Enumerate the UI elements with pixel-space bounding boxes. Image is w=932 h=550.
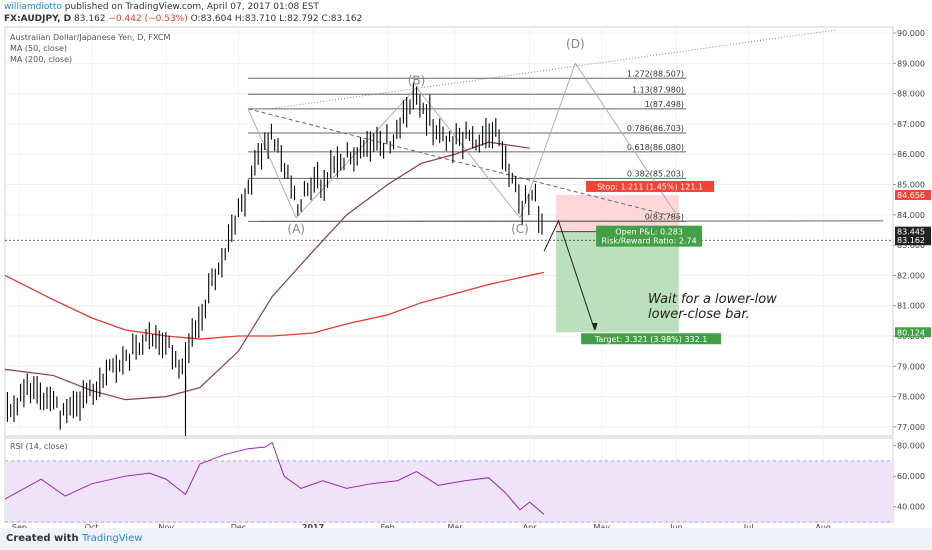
annotation-line: Wait for a lower-low (648, 292, 777, 307)
price-tick-label: 86.000 (897, 150, 925, 159)
x-tick-label: Aug (815, 523, 831, 528)
publish-line: williamdiotto published on TradingView.c… (4, 2, 319, 12)
price-tick-label: 85.000 (897, 181, 925, 190)
price-chart[interactable]: 90.000 89.000 88.000 87.000 86.000 85.000 84.0… (0, 0, 932, 528)
price-pane (4, 26, 894, 437)
price-tick-label: 87.000 (897, 120, 925, 129)
upper-trendline (269, 29, 836, 110)
pnl-label-box (596, 225, 703, 247)
fib-level-label: 1.13(87.980) (632, 85, 684, 94)
fib-level-label: 0.382(85.203) (627, 169, 684, 178)
symbol-label: FX:AUDJPY, D (4, 14, 72, 24)
target-label: Target: 3.321 (3.98%) 332.1 (594, 335, 708, 344)
rsi-band (5, 460, 893, 522)
profit-target-zone (556, 231, 679, 333)
tradingview-logo[interactable]: TradingView (82, 533, 143, 544)
ma50-legend[interactable]: MA (50, close) (10, 44, 68, 53)
price-tick-label: 88.000 (897, 90, 925, 99)
stop-label-box (586, 180, 715, 192)
chart-header: williamdiotto published on TradingView.c… (0, 0, 932, 26)
publish-text: published on TradingView.com, April 07, … (61, 2, 319, 12)
created-with-text: Created with (6, 533, 79, 544)
fib-level-label: 1(87.498) (645, 100, 684, 109)
target-label-box (581, 333, 722, 345)
price-tag-box (895, 189, 931, 200)
price-tag: 84.656 (897, 191, 925, 200)
price-tag-box (895, 226, 931, 237)
x-tick-label: Apr (523, 523, 538, 528)
stop-label: Stop: 1.211 (1.45%) 121.1 (597, 182, 703, 191)
fib-level-label: 0.786(86.703) (627, 124, 684, 133)
x-tick-label: Sep (12, 523, 27, 528)
rr-label: Risk/Reward Ratio: 2.74 (601, 237, 696, 246)
x-tick-label: Oct (85, 523, 99, 528)
rsi-legend[interactable]: RSI (14, close) (10, 442, 68, 451)
ma200-legend[interactable]: MA (200, close) (10, 55, 73, 64)
price-tick-label: 90.000 (897, 29, 925, 38)
fib-level-label: 1.272(88.507) (627, 69, 684, 78)
instrument-title: Australian Dollar/Japanese Yen, D, FXCM (10, 33, 171, 42)
projection-arrowhead (591, 322, 598, 330)
annotation-text: Wait for a lower-low lower-close bar. (648, 292, 777, 322)
price-tag-box (895, 235, 931, 246)
price-tick-label: 83.000 (897, 241, 925, 250)
fib-level-label: 0.618(86.080) (627, 143, 684, 152)
abcd-pattern (247, 62, 680, 219)
wave-label: (A) (287, 222, 305, 236)
projection-path (543, 219, 596, 331)
rsi-tick-label: 80.000 (897, 442, 925, 451)
price-tick-label: 78.000 (897, 393, 925, 402)
price-tick-label: 81.000 (897, 302, 925, 311)
annotation-line: lower-close bar. (648, 307, 750, 322)
x-tick-label: Mar (447, 523, 463, 528)
x-tick-label: Dec (231, 523, 246, 528)
last-price: 83.162 (74, 14, 106, 24)
ohlc-bars (6, 82, 543, 436)
price-tick-label: 84.000 (897, 211, 925, 220)
x-tick-label: Jun (669, 523, 683, 528)
price-tag: 83.162 (897, 236, 925, 245)
x-tick-label: 2017 (302, 523, 324, 528)
x-tick-label: Jul (743, 523, 754, 528)
price-tag: 83.445 (897, 228, 925, 237)
price-tick-label: 77.000 (897, 423, 925, 432)
price-tick-label: 79.000 (897, 362, 925, 371)
ma50-line (4, 141, 530, 401)
ma200-line (4, 271, 545, 340)
fib-level-label: 0(83.785) (645, 212, 684, 221)
price-tick-label: 82.000 (897, 271, 925, 280)
stop-loss-zone (556, 194, 679, 232)
rsi-tick-label: 60.000 (897, 472, 925, 481)
price-tick-label: 89.000 (897, 59, 925, 68)
chart-legend: Australian Dollar/Japanese Yen, D, FXCM … (10, 32, 170, 65)
x-tick-label: May (594, 523, 611, 528)
price-tag-box (895, 327, 931, 338)
quote-line: FX:AUDJPY, D 83.162 −0.442 (−0.53%) O:83… (4, 14, 362, 24)
price-change: −0.442 (−0.53%) (108, 14, 188, 24)
x-tick-label: Nov (158, 523, 174, 528)
pnl-label: Open P&L: 0.283 (615, 228, 683, 237)
author-name[interactable]: williamdiotto (4, 2, 62, 12)
wave-label: (B) (408, 74, 426, 88)
wave-label: (D) (566, 37, 585, 51)
rsi-tick-label: 40.000 (897, 503, 925, 512)
wave-label: (C) (511, 222, 529, 236)
rsi-line (4, 441, 545, 515)
footer-bar: Created with TradingView (0, 528, 932, 550)
x-tick-label: Feb (381, 523, 395, 528)
ohlc-values: O:83.604 H:83.710 L:82.792 C:83.162 (190, 14, 363, 24)
price-tag: 80.124 (897, 328, 925, 337)
